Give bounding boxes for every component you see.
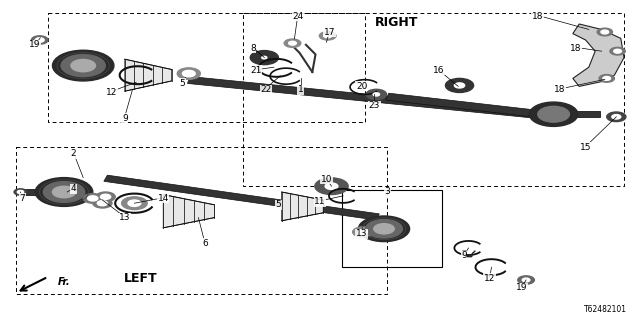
Circle shape	[35, 178, 93, 206]
Polygon shape	[575, 111, 600, 117]
Circle shape	[325, 183, 338, 189]
Circle shape	[538, 106, 570, 122]
Circle shape	[319, 32, 336, 40]
Circle shape	[599, 75, 614, 82]
Polygon shape	[282, 192, 323, 221]
Circle shape	[71, 60, 95, 72]
Text: 11: 11	[314, 197, 326, 206]
Text: 4: 4	[71, 184, 76, 193]
Circle shape	[93, 198, 112, 208]
Bar	[342, 190, 442, 267]
Circle shape	[601, 30, 609, 34]
Circle shape	[522, 278, 530, 282]
Text: 9: 9	[122, 114, 127, 123]
Text: 5: 5	[180, 79, 185, 88]
Circle shape	[262, 56, 267, 59]
Text: 15: 15	[580, 143, 591, 152]
Polygon shape	[104, 175, 380, 220]
Circle shape	[44, 182, 84, 202]
Circle shape	[100, 194, 111, 199]
Circle shape	[88, 196, 98, 201]
Text: 23: 23	[369, 101, 380, 110]
Text: RIGHT: RIGHT	[375, 16, 419, 29]
Text: 19: 19	[29, 40, 41, 49]
Text: 2: 2	[71, 149, 76, 158]
Circle shape	[83, 194, 102, 203]
Circle shape	[373, 93, 380, 96]
Text: 12: 12	[484, 274, 495, 283]
Circle shape	[518, 276, 534, 284]
Text: 18: 18	[570, 44, 582, 52]
Text: 16: 16	[433, 66, 444, 75]
Circle shape	[284, 39, 301, 47]
Text: 6: 6	[202, 239, 207, 248]
Circle shape	[603, 76, 611, 80]
Circle shape	[61, 54, 106, 77]
Circle shape	[31, 36, 48, 44]
Circle shape	[96, 192, 115, 202]
Circle shape	[366, 89, 387, 100]
Text: 9: 9	[461, 252, 467, 260]
Text: 3: 3	[385, 188, 390, 196]
Text: 24: 24	[292, 12, 303, 20]
Polygon shape	[163, 195, 214, 228]
Circle shape	[610, 47, 625, 55]
Text: 22: 22	[260, 85, 271, 94]
Text: 18: 18	[532, 12, 543, 20]
Circle shape	[529, 102, 578, 126]
Text: 10: 10	[321, 175, 332, 184]
Circle shape	[250, 51, 278, 65]
Text: 20: 20	[356, 82, 367, 91]
Text: T62482101: T62482101	[584, 305, 627, 314]
Text: 14: 14	[157, 194, 169, 203]
Circle shape	[122, 197, 147, 210]
Text: 13: 13	[356, 229, 367, 238]
Circle shape	[52, 50, 114, 81]
Circle shape	[358, 216, 410, 242]
Circle shape	[182, 70, 195, 77]
Text: Fr.: Fr.	[58, 276, 70, 287]
Text: 5: 5	[276, 200, 281, 209]
Text: 8: 8	[250, 44, 255, 52]
Text: 19: 19	[516, 284, 527, 292]
Circle shape	[374, 224, 394, 234]
Polygon shape	[386, 93, 531, 116]
Text: 18: 18	[554, 85, 566, 94]
Polygon shape	[573, 24, 624, 86]
Circle shape	[358, 230, 367, 234]
Circle shape	[454, 83, 465, 88]
Circle shape	[607, 112, 626, 122]
Circle shape	[353, 227, 373, 237]
Text: LEFT: LEFT	[124, 272, 157, 285]
Polygon shape	[125, 59, 172, 91]
Circle shape	[14, 189, 27, 195]
Circle shape	[97, 201, 108, 206]
Circle shape	[612, 115, 621, 119]
Polygon shape	[19, 189, 36, 195]
Polygon shape	[188, 76, 542, 119]
Circle shape	[597, 28, 612, 36]
Circle shape	[324, 34, 332, 38]
Circle shape	[52, 186, 76, 198]
Circle shape	[315, 178, 348, 195]
Circle shape	[17, 190, 24, 194]
Circle shape	[289, 41, 296, 45]
Circle shape	[35, 38, 44, 42]
Text: 1: 1	[298, 85, 303, 94]
Circle shape	[128, 200, 141, 206]
Text: 7: 7	[20, 194, 25, 203]
Text: 21: 21	[250, 66, 262, 75]
Circle shape	[177, 68, 200, 79]
Circle shape	[365, 220, 403, 238]
Text: 12: 12	[106, 88, 118, 97]
Text: 13: 13	[119, 213, 131, 222]
Circle shape	[614, 49, 621, 53]
Circle shape	[445, 78, 474, 92]
Text: 17: 17	[324, 28, 335, 36]
